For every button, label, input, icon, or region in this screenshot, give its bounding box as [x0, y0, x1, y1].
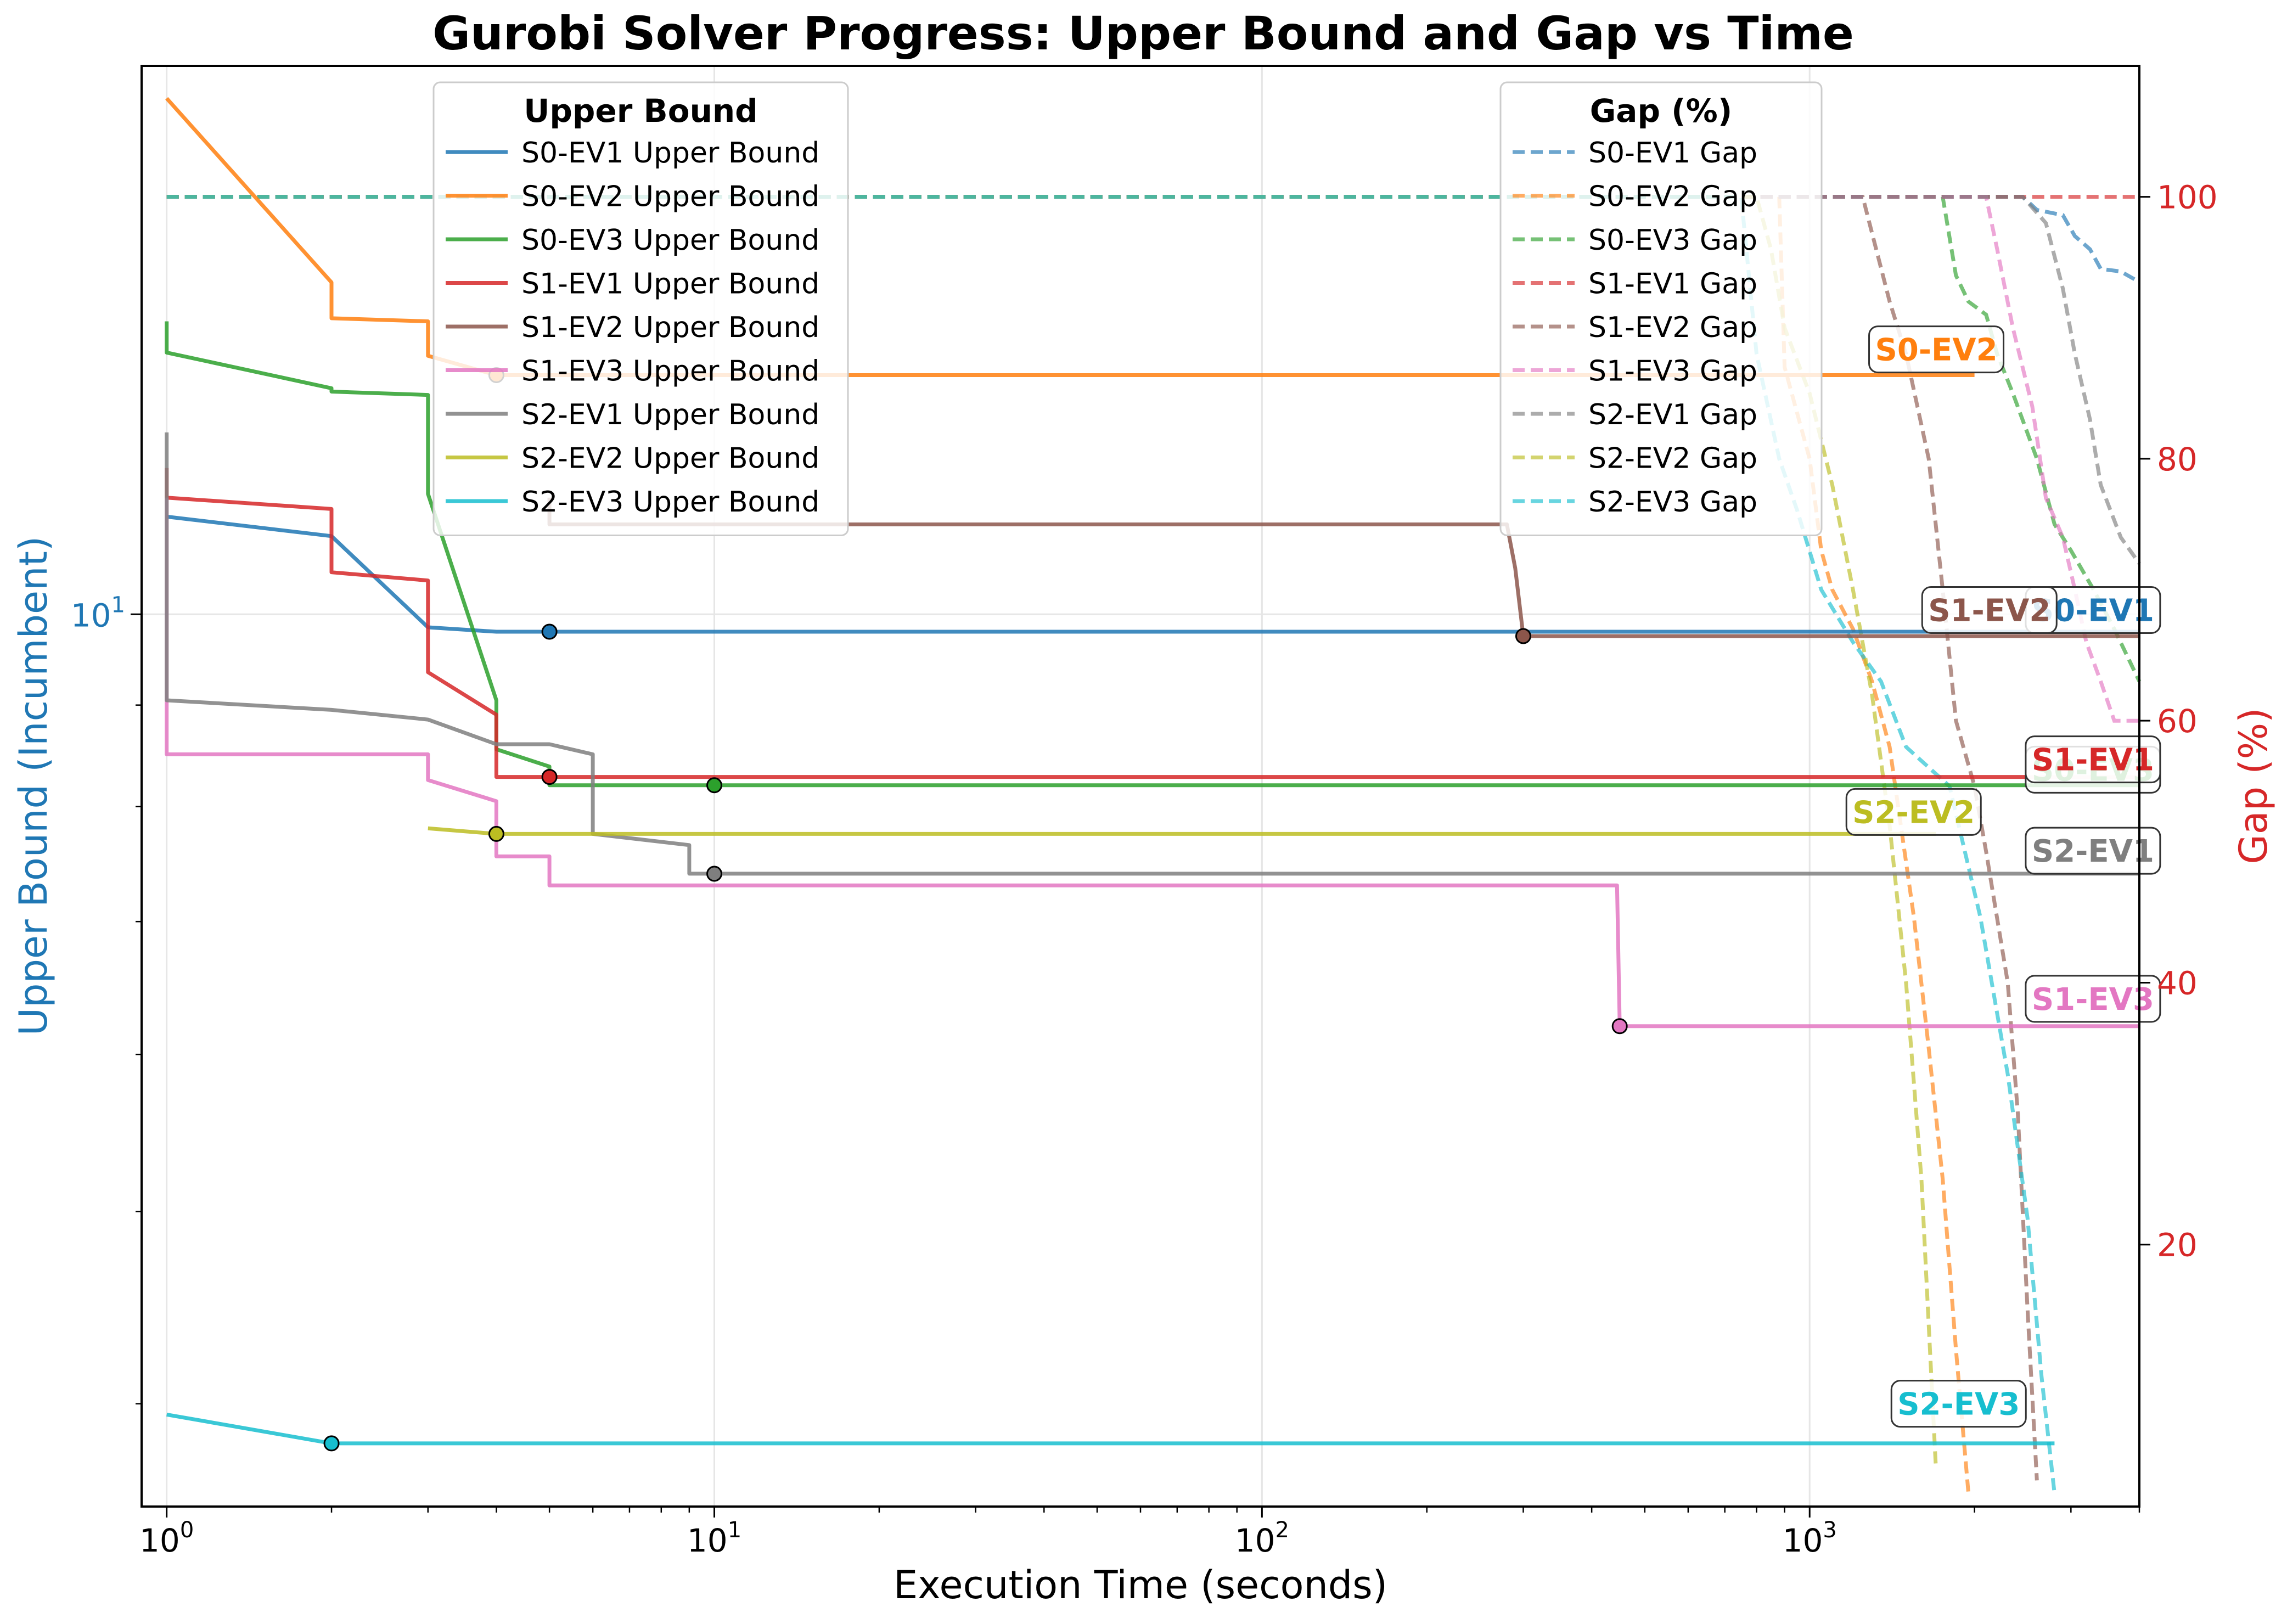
best-solution-marker-s2-ev3 — [323, 1435, 340, 1452]
upper-bound-line-s1-ev3 — [165, 497, 2139, 1029]
best-solution-marker-s0-ev3 — [706, 777, 723, 794]
upper-bound-line-s1-ev1 — [165, 468, 2139, 779]
y-left-axis-label: Upper Bound (Incumbent) — [11, 536, 56, 1036]
gap-line-s1-ev3 — [166, 195, 2139, 723]
best-solution-marker-s1-ev2 — [1515, 628, 1531, 644]
gap-legend-frame — [1499, 81, 1823, 536]
upper-bound-legend-frame — [432, 81, 849, 536]
upper-bound-legend-item: S1-EV2 Upper Bound — [521, 311, 819, 344]
series-label-s2-ev3: S2-EV3 — [1897, 1387, 2020, 1423]
upper-bound-legend: Upper Bound S0-EV1 Upper Bound S0-EV2 Uppe… — [432, 81, 849, 536]
gap-legend-item: S0-EV3 Gap — [1588, 224, 1757, 257]
series-label-layer: S0-EV1S0-EV2S0-EV3S1-EV1S1-EV2S1-EV3S2-E… — [1845, 325, 2161, 1428]
series-label-box-s0-ev2 — [1868, 325, 2005, 374]
gap-legend-item: S0-EV2 Gap — [1588, 181, 1757, 213]
y-right-tick-label: 40 — [2157, 964, 2198, 1002]
best-solution-marker-s2-ev1 — [706, 866, 723, 882]
series-label-s2-ev2: S2-EV2 — [1852, 795, 1975, 830]
y-right-tick-label: 80 — [2157, 441, 2198, 478]
upper-bound-legend-item: S2-EV2 Upper Bound — [521, 442, 819, 475]
x-axis-label: Execution Time (seconds) — [894, 1563, 1387, 1608]
best-solution-marker-s2-ev2 — [488, 825, 504, 842]
gap-line-s2-ev1 — [166, 195, 2141, 565]
upper-bound-legend-item: S0-EV3 Upper Bound — [521, 224, 819, 257]
upper-bound-legend-item: S1-EV1 Upper Bound — [521, 268, 819, 301]
upper-bound-legend-item: S0-EV2 Upper Bound — [521, 181, 819, 213]
gap-line-s0-ev3 — [166, 195, 2142, 683]
gap-line-s1-ev2 — [166, 195, 2039, 1481]
best-solution-marker-s1-ev3 — [1611, 1018, 1628, 1035]
best-solution-marker-s1-ev1 — [541, 769, 558, 785]
gap-legend-item: S1-EV3 Gap — [1588, 355, 1757, 388]
upper-bound-legend-item: S0-EV1 Upper Bound — [521, 137, 819, 170]
gap-legend-item: S1-EV1 Gap — [1588, 268, 1757, 301]
gap-line-s0-ev1 — [166, 195, 2140, 284]
gap-legend-item: S2-EV3 Gap — [1588, 486, 1757, 519]
y-right-axis-label: Gap (%) — [2231, 708, 2276, 864]
best-solution-marker-s0-ev1 — [541, 623, 558, 640]
upper-bound-line-s2-ev1 — [165, 432, 2139, 876]
gap-legend-item: S1-EV2 Gap — [1588, 311, 1757, 344]
series-label-box-s1-ev2 — [1921, 586, 2058, 634]
series-label-box-s2-ev3 — [1890, 1380, 2027, 1428]
upper-bound-line-s0-ev1 — [166, 514, 2139, 634]
series-label-s2-ev1: S2-EV1 — [2032, 834, 2154, 869]
series-label-s1-ev2: S1-EV2 — [1928, 593, 2050, 628]
gap-legend-item: S0-EV1 Gap — [1588, 137, 1757, 170]
series-label-box-s1-ev3 — [2025, 975, 2161, 1023]
gap-legend-item: S2-EV2 Gap — [1588, 442, 1757, 475]
upper-bound-legend-item: S2-EV3 Upper Bound — [521, 486, 819, 519]
series-label-s1-ev1: S1-EV1 — [2032, 743, 2154, 778]
y-right-tick-label: 20 — [2157, 1227, 2198, 1264]
y-right-tick-label: 100 — [2157, 179, 2218, 216]
chart-title: Gurobi Solver Progress: Upper Bound and … — [432, 7, 1854, 60]
series-label-s0-ev2: S0-EV2 — [1875, 333, 1997, 368]
series-label-box-s2-ev1 — [2025, 827, 2161, 875]
series-label-box-s1-ev1 — [2025, 735, 2161, 784]
x-tick-label: 101 — [687, 1518, 741, 1559]
gap-legend: Gap (%) S0-EV1 Gap S0-EV2 Gap S0-EV3 Gap S1-… — [1499, 81, 1823, 536]
upper-bound-legend-item: S2-EV1 Upper Bound — [521, 398, 819, 431]
gap-legend-title: Gap (%) — [1590, 92, 1733, 130]
upper-bound-legend-title: Upper Bound — [524, 92, 757, 130]
upper-bound-legend-item: S1-EV3 Upper Bound — [521, 355, 819, 388]
gap-legend-item: S2-EV1 Gap — [1588, 398, 1757, 431]
y-right-tick-label: 60 — [2157, 703, 2198, 740]
series-label-s1-ev3: S1-EV3 — [2032, 982, 2154, 1018]
series-label-box-s2-ev2 — [1845, 788, 1982, 836]
